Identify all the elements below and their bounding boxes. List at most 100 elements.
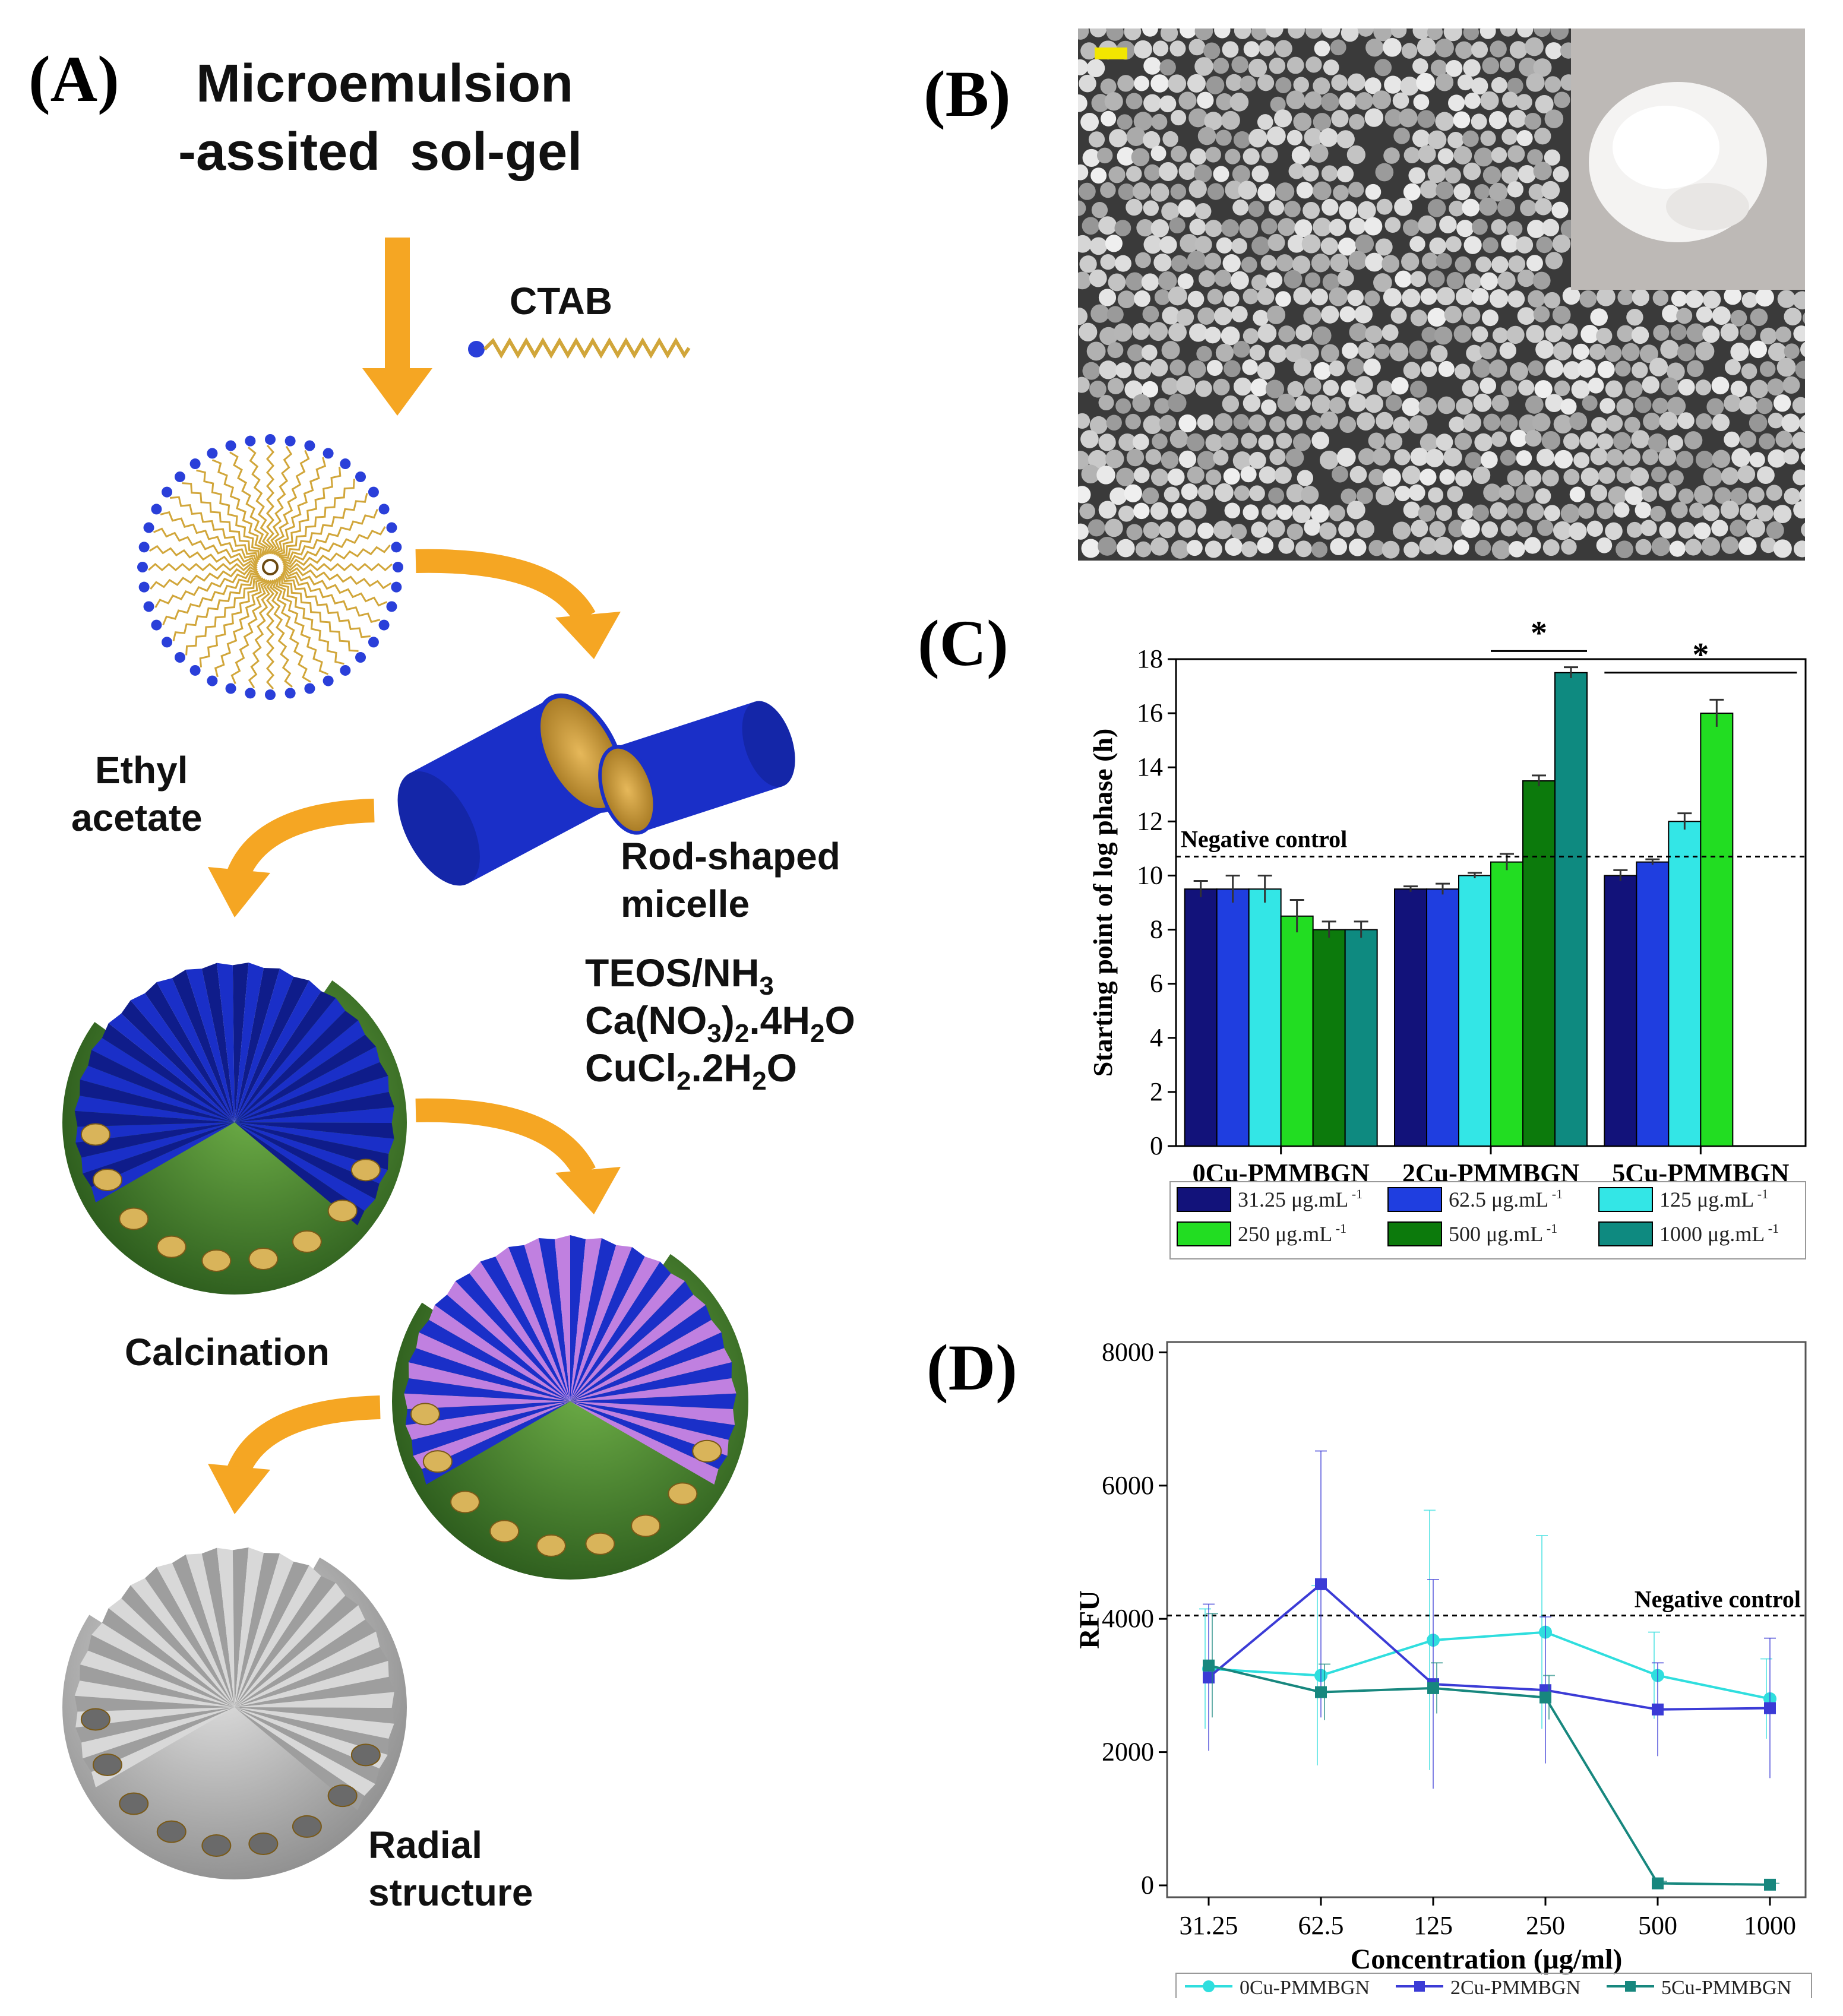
chart-c-ytick-label: 8 xyxy=(1150,915,1163,944)
chart-c-bar xyxy=(1248,888,1282,1147)
chart-d-legend-marker xyxy=(1203,1980,1215,1992)
chart-d-point xyxy=(1427,1682,1439,1694)
chart-c-legend-label: 250 μg.mL -1 xyxy=(1238,1221,1346,1246)
panel-a-schematic xyxy=(62,238,795,1879)
reagent-copper-chloride: CuCl2.2H2O xyxy=(585,1046,798,1096)
chart-d-legend-label: 5Cu-PMMBGN xyxy=(1661,1977,1791,1998)
chart-c-category-label: 5Cu-PMMBGN xyxy=(1612,1159,1789,1188)
chart-c-bar xyxy=(1184,888,1218,1147)
chart-d-series-line xyxy=(1208,1631,1771,1700)
chart-d-point xyxy=(1764,1878,1776,1891)
chart-d-series-line xyxy=(1208,1664,1771,1886)
chart-d-series-line xyxy=(1207,1583,1771,1711)
chart-c-legend-swatch xyxy=(1387,1221,1442,1246)
chart-d-xtick-label: 250 xyxy=(1526,1911,1565,1940)
chart-d-ytick-label: 4000 xyxy=(1102,1604,1154,1633)
chart-c-legend-swatch xyxy=(1387,1187,1442,1212)
ethyl-acetate-label-line1: Ethyl xyxy=(95,749,188,792)
chart-c-significance-label: * xyxy=(1531,615,1547,651)
chart-d-legend-marker xyxy=(1414,1981,1425,1992)
chart-c-legend-swatch xyxy=(1598,1187,1653,1212)
chart-c-ytick-label: 4 xyxy=(1150,1023,1163,1052)
spherical-micelle-icon xyxy=(137,434,403,700)
curved-arrow-1-icon xyxy=(415,549,621,659)
chart-c-bar xyxy=(1636,861,1670,1147)
chart-c-ytick-label: 6 xyxy=(1150,969,1163,998)
radial-structure-label-line2: structure xyxy=(368,1871,533,1914)
panel-a-title-line1: Microemulsion xyxy=(196,54,574,113)
radial-structure-sphere-icon xyxy=(62,1521,407,1879)
calcination-label: Calcination xyxy=(125,1331,330,1373)
chart-c-bar xyxy=(1490,861,1523,1147)
chart-c-ytick-label: 16 xyxy=(1137,698,1163,727)
chart-d-xtick-label: 1000 xyxy=(1744,1911,1796,1940)
panel-c-letter: (C) xyxy=(918,607,1009,679)
chart-d-legend-label: 0Cu-PMMBGN xyxy=(1240,1977,1370,1998)
chart-c-legend-label: 500 μg.mL -1 xyxy=(1449,1221,1557,1246)
chart-c-bar xyxy=(1426,888,1459,1147)
panel-b-letter: (B) xyxy=(924,58,1011,130)
sem-micrograph-image xyxy=(1078,29,1805,561)
chart-d-line: 0 2000 4000 6000 8000 31.25 62.5 125 250 500 1000 R… xyxy=(1074,1337,1812,1998)
arrow-down-icon xyxy=(362,238,432,416)
chart-c-reference-label: Negative control xyxy=(1181,826,1347,853)
chart-c-category-label: 0Cu-PMMBGN xyxy=(1193,1159,1370,1188)
templated-sphere-icon xyxy=(62,936,407,1295)
curved-arrow-3-icon xyxy=(415,1098,621,1214)
chart-c-ylabel: Starting point of log phase (h) xyxy=(1088,729,1118,1077)
rod-micelle-small-icon xyxy=(598,701,795,835)
radial-structure-label-line1: Radial xyxy=(368,1824,483,1866)
silica-shell-sphere-icon xyxy=(392,1213,748,1580)
curved-arrow-2-icon xyxy=(208,799,375,917)
chart-c-bar xyxy=(1312,929,1346,1147)
chart-d-ytick-label: 2000 xyxy=(1102,1738,1154,1767)
chart-d-ytick-label: 6000 xyxy=(1102,1471,1154,1500)
chart-c-ytick-label: 0 xyxy=(1150,1131,1163,1160)
ethyl-acetate-label-line2: acetate xyxy=(71,796,203,839)
chart-d-point xyxy=(1539,1691,1551,1704)
chart-d-point xyxy=(1315,1686,1327,1698)
chart-c-legend-label: 62.5 μg.mL -1 xyxy=(1449,1186,1563,1211)
chart-c-bar xyxy=(1700,713,1734,1147)
chart-d-xtick-label: 125 xyxy=(1414,1911,1453,1940)
chart-d-plot-frame xyxy=(1166,1341,1807,1898)
chart-c-ytick-label: 14 xyxy=(1137,752,1163,781)
ctab-label: CTAB xyxy=(510,280,612,322)
scale-bar-icon xyxy=(1095,48,1127,59)
chart-c-legend-label: 125 μg.mL -1 xyxy=(1659,1186,1768,1211)
chart-c-legend-label: 1000 μg.mL -1 xyxy=(1659,1221,1779,1246)
chart-d-xtick-label: 62.5 xyxy=(1298,1911,1344,1940)
chart-c-bar xyxy=(1668,821,1702,1147)
chart-c-significance-label: * xyxy=(1692,637,1709,673)
chart-d-xtick-label: 500 xyxy=(1638,1911,1677,1940)
chart-c-bar xyxy=(1458,875,1491,1147)
chart-c-legend-swatch xyxy=(1177,1221,1231,1246)
chart-d-xlabel: Concentration (μg/ml) xyxy=(1351,1944,1623,1975)
chart-c-ytick-label: 18 xyxy=(1137,644,1163,673)
chart-d-legend-frame xyxy=(1175,1973,1812,1998)
ctab-molecule-icon xyxy=(468,337,691,359)
chart-d-ylabel: RFU xyxy=(1074,1590,1105,1649)
reagent-teos: TEOS/NH3 xyxy=(585,951,774,1001)
chart-d-point xyxy=(1652,1703,1664,1716)
chart-d-point xyxy=(1764,1702,1776,1714)
chart-d-ytick-label: 8000 xyxy=(1102,1337,1154,1366)
chart-c-legend-label: 31.25 μg.mL -1 xyxy=(1238,1186,1363,1211)
rod-micelle-label-line2: micelle xyxy=(621,882,750,925)
chart-c-category-label: 2Cu-PMMBGN xyxy=(1402,1159,1579,1188)
powder-photo-inset-image xyxy=(1571,29,1805,290)
chart-c-ytick-label: 2 xyxy=(1150,1077,1163,1106)
chart-c-bar xyxy=(1216,888,1250,1147)
chart-c-bar xyxy=(1554,672,1588,1147)
chart-c-bar xyxy=(1522,780,1556,1147)
panel-d-letter: (D) xyxy=(927,1331,1017,1404)
chart-c-bar xyxy=(1394,888,1427,1147)
panel-a-title-line2: -assited sol-gel xyxy=(178,122,583,182)
chart-d-legend-marker xyxy=(1625,1981,1636,1992)
chart-c-bar xyxy=(1344,929,1378,1147)
reagent-calcium-nitrate: Ca(NO3)2.4H2O xyxy=(585,998,855,1049)
chart-c-bar xyxy=(1604,875,1637,1147)
chart-c-legend-swatch xyxy=(1177,1187,1231,1212)
chart-d-ytick-label: 0 xyxy=(1141,1871,1154,1900)
chart-d-reference-label: Negative control xyxy=(1635,1586,1801,1613)
